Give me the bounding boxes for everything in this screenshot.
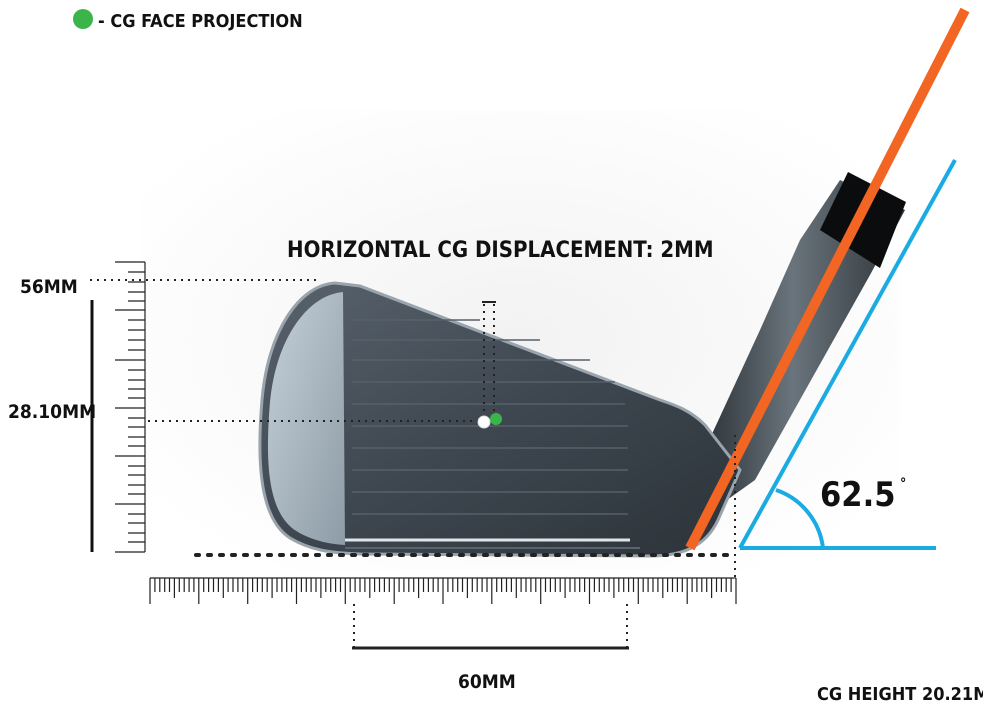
toe-panel: [267, 292, 345, 545]
cg-face-legend-dot: [73, 9, 93, 29]
height-top-label: 56MM: [20, 276, 78, 298]
cg-vertical-label: 28.10MM: [8, 401, 96, 423]
face-grooves: [352, 319, 628, 515]
width-bottom-label: 60MM: [458, 671, 516, 693]
cg-face-projection-point: [490, 413, 502, 425]
angle-unit: °: [900, 476, 906, 492]
cg-height-label: CG HEIGHT 20.21MM: [817, 684, 983, 705]
cg-point: [477, 415, 491, 429]
legend-text: - CG FACE PROJECTION: [98, 11, 303, 32]
angle-arc: [775, 488, 825, 549]
lie-angle-line: [738, 159, 957, 549]
lie-angle-lines: [738, 159, 957, 550]
shaft-axis-line: [685, 7, 970, 551]
legend: - CG FACE PROJECTION: [73, 9, 303, 32]
horizontal-ruler-ticks: [149, 578, 737, 604]
angle-value: 62.5: [820, 475, 895, 515]
horizontal-cg-bracket: [482, 301, 496, 415]
width-bracket: [352, 604, 629, 650]
vertical-ruler: [115, 261, 146, 553]
horizontal-cg-label: HORIZONTAL CG DISPLACEMENT: 2MM: [287, 238, 714, 263]
